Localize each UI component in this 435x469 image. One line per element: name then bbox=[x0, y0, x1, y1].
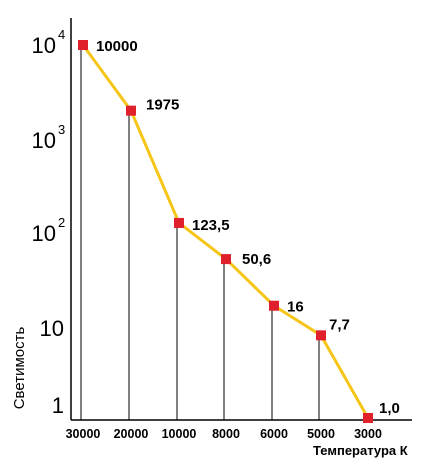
x-tick-label: 3000 bbox=[354, 427, 382, 441]
y-tick-label: 10 bbox=[32, 128, 56, 153]
data-point-marker bbox=[126, 105, 136, 116]
data-labels: 10000 1975 123,5 50,6 16 7,7 1,0 bbox=[96, 38, 400, 417]
x-axis-title: Температура К bbox=[313, 443, 408, 458]
data-point-marker bbox=[316, 330, 326, 341]
data-label: 10000 bbox=[96, 38, 138, 55]
data-label: 1975 bbox=[146, 97, 179, 114]
data-point-marker bbox=[363, 413, 373, 423]
y-tick-exponent: 4 bbox=[58, 27, 65, 42]
x-tick-label: 8000 bbox=[212, 427, 240, 441]
y-tick-exponent: 3 bbox=[58, 122, 65, 137]
y-tick-label: 10 bbox=[32, 33, 56, 58]
data-label: 1,0 bbox=[379, 400, 400, 417]
y-tick-exponent: 2 bbox=[58, 215, 65, 230]
data-point-marker bbox=[221, 254, 231, 265]
axes bbox=[70, 18, 412, 421]
data-point-marker bbox=[174, 217, 184, 228]
y-axis-title: Светимость bbox=[11, 327, 28, 410]
data-point-marker bbox=[269, 300, 279, 311]
data-label: 123,5 bbox=[192, 217, 230, 234]
x-tick-label: 5000 bbox=[307, 427, 335, 441]
data-label: 16 bbox=[287, 299, 304, 316]
data-point-marker bbox=[78, 40, 88, 50]
y-tick-label: 10 bbox=[40, 316, 64, 341]
point-drop-lines bbox=[80, 45, 367, 420]
x-tick-label: 6000 bbox=[260, 427, 288, 441]
y-tick-label: 1 bbox=[52, 393, 64, 418]
x-tick-label: 10000 bbox=[162, 427, 197, 441]
x-tick-label: 30000 bbox=[66, 427, 101, 441]
x-tick-labels: 30000 20000 10000 8000 6000 5000 3000 bbox=[66, 427, 382, 441]
x-tick-label: 20000 bbox=[114, 427, 149, 441]
y-tick-label: 10 bbox=[32, 221, 56, 246]
data-label: 7,7 bbox=[329, 316, 350, 333]
data-label: 50,6 bbox=[242, 251, 271, 268]
data-markers bbox=[78, 40, 373, 423]
